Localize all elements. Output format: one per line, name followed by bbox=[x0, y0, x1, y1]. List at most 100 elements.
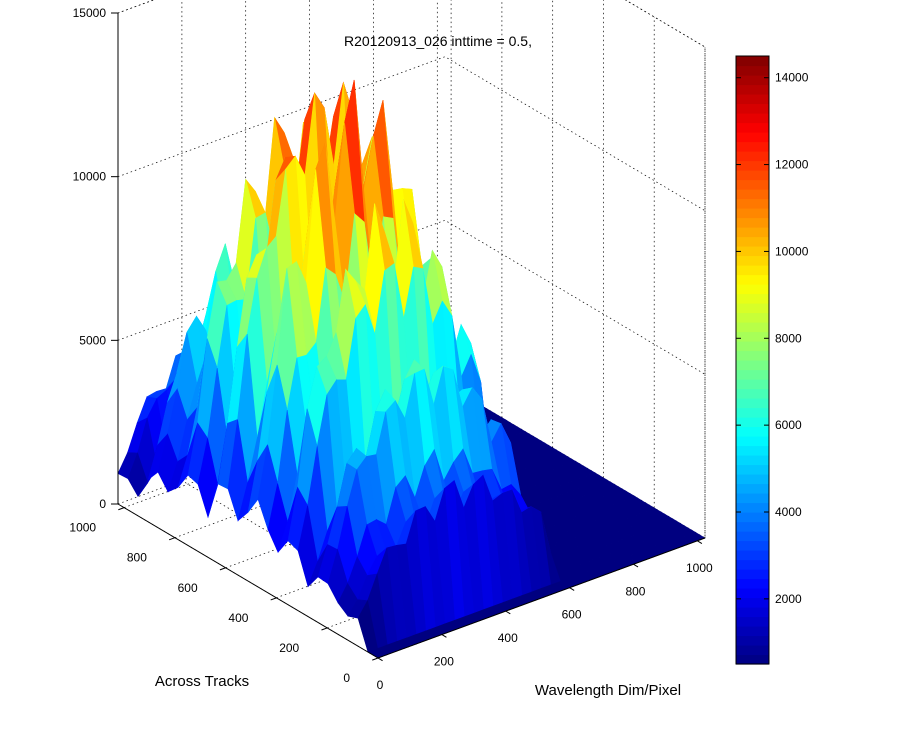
colorbar-segment bbox=[736, 569, 769, 580]
colorbar-segment bbox=[736, 635, 769, 646]
colorbar-segment bbox=[736, 236, 769, 247]
colorbar-tick-label: 4000 bbox=[775, 505, 802, 519]
colorbar-tick-label: 14000 bbox=[775, 71, 809, 85]
x-tick-label: 800 bbox=[625, 584, 645, 598]
colorbar-segment bbox=[736, 322, 769, 333]
x-tick-mark bbox=[569, 587, 575, 591]
colorbar-segment bbox=[736, 417, 769, 428]
colorbar-segment bbox=[736, 189, 769, 200]
colorbar-segment bbox=[736, 303, 769, 314]
colorbar-tick-label: 12000 bbox=[775, 158, 809, 172]
y-axis-label: Across Tracks bbox=[155, 673, 249, 690]
colorbar-segment bbox=[736, 512, 769, 523]
surface-plot bbox=[117, 79, 706, 659]
colorbar-segment bbox=[736, 445, 769, 456]
colorbar-segment bbox=[736, 426, 769, 437]
x-tick-mark bbox=[377, 657, 383, 662]
colorbar-frame bbox=[735, 55, 770, 665]
colorbar-segment bbox=[736, 170, 769, 181]
colorbar-tick-label: 2000 bbox=[775, 592, 802, 606]
x-tick-label: 200 bbox=[434, 655, 454, 669]
x-tick-mark bbox=[633, 563, 639, 568]
colorbar-segment bbox=[736, 379, 769, 390]
x-tick-mark bbox=[697, 540, 703, 544]
x-tick-label: 1000 bbox=[686, 561, 713, 575]
z-tick-label: 10000 bbox=[73, 170, 107, 184]
colorbar-segment bbox=[736, 84, 769, 95]
colorbar-segment bbox=[736, 284, 769, 295]
colorbar-segment bbox=[736, 455, 769, 466]
colorbar-segment bbox=[736, 56, 769, 67]
colorbar-segment bbox=[736, 626, 769, 637]
y-tick-mark bbox=[118, 507, 125, 511]
colorbar-segment bbox=[736, 246, 769, 257]
colorbar-segment bbox=[736, 436, 769, 447]
colorbar-segment bbox=[736, 398, 769, 409]
colorbar-segment bbox=[736, 616, 769, 627]
colorbar-segment bbox=[736, 559, 769, 570]
colorbar-segment bbox=[736, 151, 769, 162]
colorbar-segment bbox=[736, 531, 769, 542]
colorbar-segment bbox=[736, 521, 769, 532]
colorbar-segment bbox=[736, 483, 769, 494]
colorbar: 2000 4000 6000 8000 10000 12000 14000 bbox=[735, 55, 809, 665]
colorbar-segment bbox=[736, 217, 769, 228]
colorbar-segment bbox=[736, 65, 769, 76]
x-axis-line bbox=[377, 537, 706, 659]
colorbar-segment bbox=[736, 141, 769, 152]
colorbar-segment bbox=[736, 350, 769, 361]
colorbar-tick-label: 6000 bbox=[775, 418, 802, 432]
colorbar-segment bbox=[736, 227, 769, 238]
colorbar-segment bbox=[736, 360, 769, 371]
colorbar-tick-label: 8000 bbox=[775, 331, 802, 345]
chart-title: R20120913_026 inttime = 0.5, bbox=[344, 33, 532, 49]
colorbar-segment bbox=[736, 607, 769, 618]
colorbar-segment bbox=[736, 198, 769, 209]
x-tick-mark bbox=[505, 610, 511, 615]
colorbar-segment bbox=[736, 132, 769, 143]
y-axis-line bbox=[117, 503, 379, 659]
colorbar-segment bbox=[736, 588, 769, 599]
colorbar-segment bbox=[736, 265, 769, 276]
colorbar-segment bbox=[736, 464, 769, 475]
x-tick-label: 400 bbox=[498, 631, 518, 645]
colorbar-segment bbox=[736, 597, 769, 608]
colorbar-segment bbox=[736, 312, 769, 323]
z-tick-label: 5000 bbox=[79, 333, 106, 347]
y-tick-label: 1000 bbox=[69, 521, 96, 535]
y-tick-label: 0 bbox=[343, 671, 350, 685]
colorbar-segment bbox=[736, 94, 769, 105]
colorbar-segment bbox=[736, 502, 769, 513]
z-tick-label: 15000 bbox=[73, 6, 107, 20]
y-tick-label: 200 bbox=[279, 641, 299, 655]
colorbar-segment bbox=[736, 407, 769, 418]
z-tick-label: 0 bbox=[99, 497, 106, 511]
colorbar-segment bbox=[736, 550, 769, 561]
x-tick-label: 600 bbox=[562, 608, 582, 622]
colorbar-segment bbox=[736, 388, 769, 399]
colorbar-segment bbox=[736, 179, 769, 190]
colorbar-segment bbox=[736, 654, 769, 665]
colorbar-segment bbox=[736, 255, 769, 266]
colorbar-segment bbox=[736, 293, 769, 304]
y-tick-label: 600 bbox=[178, 581, 198, 595]
axis-ticks: 0200400600800100002004006008001000050001… bbox=[69, 6, 713, 692]
colorbar-segment bbox=[736, 331, 769, 342]
x-tick-label: 0 bbox=[377, 678, 384, 692]
colorbar-segment bbox=[736, 208, 769, 219]
colorbar-segment bbox=[736, 369, 769, 380]
colorbar-segment bbox=[736, 474, 769, 485]
y-tick-mark bbox=[270, 597, 277, 601]
colorbar-tick-label: 10000 bbox=[775, 244, 809, 258]
x-tick-mark bbox=[441, 634, 447, 638]
colorbar-segment bbox=[736, 645, 769, 656]
y-tick-label: 400 bbox=[228, 611, 248, 625]
x-axis-label: Wavelength Dim/Pixel bbox=[535, 682, 681, 699]
colorbar-segment bbox=[736, 493, 769, 504]
y-tick-mark bbox=[219, 567, 226, 571]
y-tick-mark bbox=[372, 657, 379, 661]
axis-lines bbox=[117, 13, 706, 659]
y-tick-mark bbox=[168, 537, 176, 541]
colorbar-segment bbox=[736, 341, 769, 352]
